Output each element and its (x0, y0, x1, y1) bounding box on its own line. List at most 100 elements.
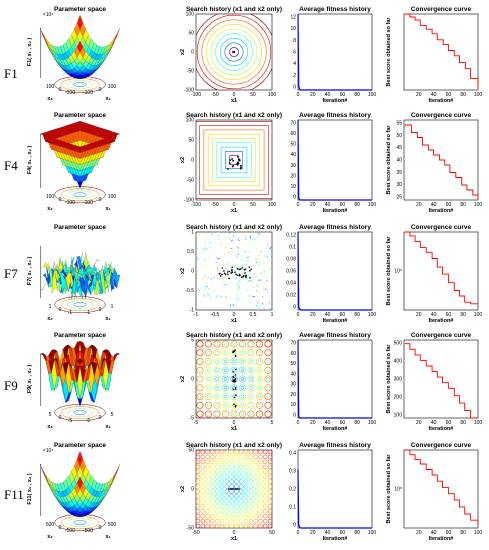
search-history-frame (195, 119, 273, 201)
contour-line (262, 450, 268, 455)
search-point (245, 274, 247, 277)
search-point (232, 159, 235, 162)
contour-line (238, 479, 244, 484)
surface-patch (111, 267, 118, 283)
x-tick-label: 80 (354, 530, 360, 536)
contour-line (219, 489, 225, 494)
contour-line (231, 303, 235, 307)
search-point (239, 167, 242, 170)
contour-line (210, 518, 215, 524)
contour-line (213, 401, 221, 409)
search-history-xtick: -100 (191, 202, 201, 208)
surface-patch (97, 272, 103, 294)
x-axis-label: Iteration# (323, 536, 348, 542)
contour-line (271, 291, 272, 293)
contour-line (260, 244, 262, 247)
surface-patch (99, 268, 106, 294)
contour-line (253, 454, 258, 460)
search-history-panel (195, 339, 273, 419)
contour-line (258, 504, 263, 509)
y-tick-label: 0.02 (286, 293, 296, 299)
contour-line (241, 264, 244, 267)
contour-line (240, 368, 245, 372)
contour-line (214, 469, 220, 474)
surface-patch (42, 33, 49, 47)
contour-line (267, 454, 272, 460)
plot-frame (403, 449, 479, 529)
contour-line (248, 301, 251, 305)
contour-line (244, 235, 247, 238)
contour-line (198, 403, 202, 407)
contour-line (200, 469, 206, 474)
contour-line (238, 489, 244, 494)
contour-line (208, 241, 212, 244)
contour-line (229, 523, 234, 528)
contour-line (240, 394, 245, 399)
search-history-ytick: -50 (187, 178, 194, 184)
contour-line (243, 459, 249, 465)
contour-line (247, 401, 255, 409)
y-tick-label: 0.06 (286, 269, 296, 275)
average-fitness-title: Average fitness history (299, 112, 371, 119)
search-point (248, 266, 251, 268)
parameter-space-title: Parameter space (54, 6, 106, 13)
search-history-panel (195, 449, 273, 529)
contour-line (200, 523, 206, 528)
contour-line (222, 392, 230, 400)
contour-line (253, 518, 258, 524)
x-tick-label: 0 (297, 420, 300, 426)
y-tick-label: 6 (293, 50, 296, 56)
contour-line (198, 412, 202, 416)
contour-line (240, 386, 245, 390)
x-tick-label: 100 (368, 312, 377, 318)
contour-line (232, 342, 236, 346)
contour-line (248, 523, 254, 528)
contour-line (224, 459, 230, 465)
contour-line (238, 504, 244, 509)
search-history-ytick: -100 (184, 198, 194, 204)
search-point (242, 275, 244, 278)
contour-line (234, 450, 239, 455)
contour-line (238, 508, 244, 514)
contour-line (200, 489, 206, 494)
contour-line (229, 499, 234, 504)
contour-line (247, 384, 255, 392)
contour-line (243, 484, 249, 489)
contour-line (222, 401, 230, 409)
search-history-ytick: -50 (187, 526, 194, 532)
contour-line (210, 469, 215, 474)
series-line (297, 231, 372, 311)
contour-line (205, 357, 213, 365)
contour-line (229, 454, 234, 460)
contour-line (200, 484, 206, 489)
parameter-space-zlabel: F9( x₁ , x₂ ) (27, 365, 33, 394)
y-tick-label: 70 (290, 341, 296, 347)
series-line (404, 124, 479, 200)
contour-line (247, 349, 255, 357)
contour-line (258, 459, 263, 465)
contour-line (243, 243, 246, 245)
contour-line (246, 289, 249, 292)
y-tick-label: 10 (290, 26, 296, 32)
x-tick-label: 20 (310, 312, 316, 318)
contour-line (196, 256, 199, 259)
surface-patch (76, 145, 84, 153)
x-tick-label: 40 (431, 202, 437, 208)
best-point (232, 379, 236, 383)
contour-line (217, 268, 220, 270)
x-tick-label: 60 (340, 92, 346, 98)
search-history-panel (195, 119, 273, 201)
floor-contour (60, 298, 100, 311)
contour-line (205, 474, 210, 479)
tick-right: 0 (99, 197, 102, 203)
contour-line (234, 464, 239, 470)
convergence-title: Convergence curve (411, 6, 472, 13)
search-point (243, 268, 246, 271)
contour-line (205, 450, 210, 455)
contour-line (249, 342, 253, 346)
contour-line (207, 287, 210, 290)
x-tick-label: 0 (297, 312, 300, 318)
average-fitness-panel (297, 449, 373, 529)
contour-line (222, 349, 230, 357)
contour-line (253, 276, 256, 279)
